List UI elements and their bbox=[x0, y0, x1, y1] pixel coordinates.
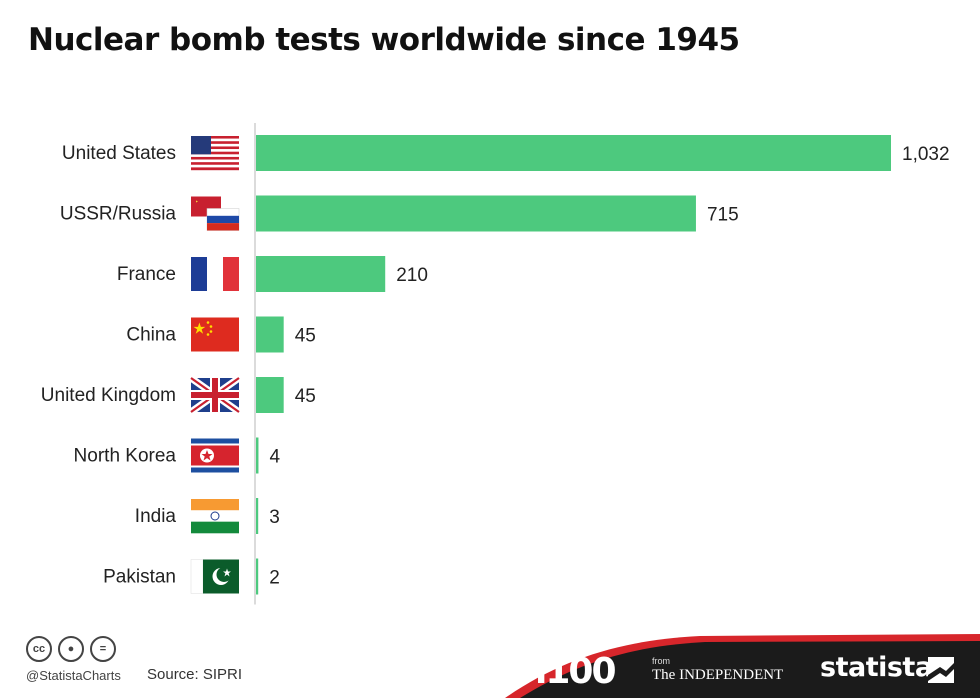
chart-title: Nuclear bomb tests worldwide since 1945 bbox=[28, 22, 740, 58]
value-label: 4 bbox=[269, 447, 280, 468]
bar bbox=[256, 316, 284, 353]
twitter-handle[interactable]: @StatistaCharts bbox=[26, 668, 121, 683]
pakistan-flag-icon bbox=[190, 559, 239, 594]
source-note: Source: SIPRI bbox=[147, 666, 243, 683]
category-label: United States bbox=[62, 143, 176, 164]
bar bbox=[256, 256, 386, 292]
uk-flag-icon bbox=[188, 375, 242, 415]
cc-icon: cc bbox=[26, 636, 52, 662]
value-label: 1,032 bbox=[902, 144, 950, 165]
value-label: 210 bbox=[396, 265, 428, 286]
bar bbox=[256, 195, 696, 232]
value-label: 715 bbox=[707, 205, 739, 226]
ussr-russia-flag-icon bbox=[191, 196, 240, 231]
north-korea-flag-icon bbox=[191, 438, 239, 473]
independent-logo[interactable]: The INDEPENDENT bbox=[652, 667, 784, 683]
bar bbox=[256, 437, 259, 474]
value-label: 45 bbox=[295, 386, 316, 407]
india-flag-icon bbox=[191, 499, 239, 534]
statista-logo[interactable]: statista bbox=[820, 652, 933, 683]
category-label: United Kingdom bbox=[41, 385, 176, 406]
attribution-icon: ● bbox=[58, 636, 84, 662]
statista-logo-icon bbox=[928, 657, 954, 683]
bar bbox=[256, 135, 891, 171]
i100-logo[interactable]: i100 bbox=[535, 651, 616, 692]
value-label: 3 bbox=[269, 507, 280, 528]
bar bbox=[256, 558, 259, 595]
category-label: India bbox=[135, 506, 177, 527]
license-icons: cc ● = bbox=[26, 636, 116, 662]
category-label: Pakistan bbox=[103, 567, 176, 588]
value-label: 2 bbox=[269, 568, 280, 589]
category-label: China bbox=[126, 325, 176, 346]
category-label: North Korea bbox=[74, 446, 177, 467]
bar-chart: United States 1,032 USSR/Russia 715 France 21… bbox=[41, 123, 950, 605]
category-label: USSR/Russia bbox=[60, 204, 177, 225]
bar bbox=[256, 498, 259, 534]
no-derivatives-icon: = bbox=[90, 636, 116, 662]
china-flag-icon bbox=[191, 317, 239, 352]
france-flag-icon bbox=[191, 257, 239, 291]
from-label: from bbox=[652, 656, 670, 666]
value-label: 45 bbox=[295, 326, 316, 347]
category-label: France bbox=[117, 264, 176, 285]
us-flag-icon bbox=[191, 136, 239, 171]
bar bbox=[256, 377, 284, 413]
